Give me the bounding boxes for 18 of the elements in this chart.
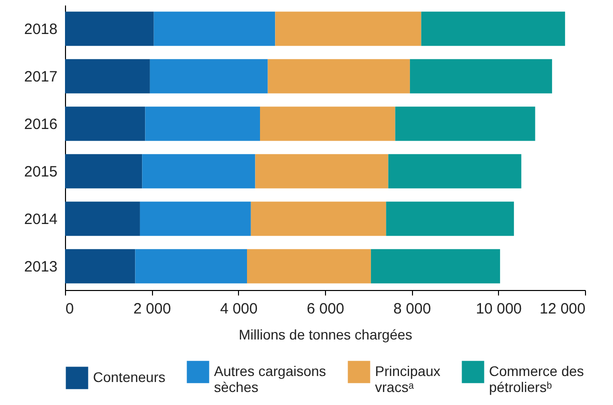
x-tick-label: 0 bbox=[66, 300, 74, 318]
x-tick-label: 12 000 bbox=[540, 300, 586, 318]
y-tick-label: 2018 bbox=[24, 20, 58, 38]
legend-label: Autres cargaisons sèches bbox=[214, 363, 326, 395]
x-tick-label: 10 000 bbox=[476, 300, 522, 318]
y-tick-label: 2017 bbox=[24, 68, 58, 86]
x-tick-label: 2 000 bbox=[133, 300, 171, 318]
x-tick-label: 6 000 bbox=[306, 300, 344, 318]
x-tick-label: 4 000 bbox=[220, 300, 258, 318]
y-tick-label: 2014 bbox=[24, 210, 58, 228]
legend-label: Commerce des pétroliersᵇ bbox=[489, 363, 584, 395]
legend-label: Principaux vracsᵃ bbox=[375, 363, 440, 395]
x-tick-label: 8 000 bbox=[393, 300, 431, 318]
legend-label: Conteneurs bbox=[93, 368, 166, 385]
y-tick-label: 2016 bbox=[24, 116, 58, 133]
y-tick-label: 2015 bbox=[24, 163, 58, 180]
y-tick-label: 2013 bbox=[24, 258, 58, 276]
x-axis-title: Millions de tonnes chargées bbox=[238, 326, 412, 342]
